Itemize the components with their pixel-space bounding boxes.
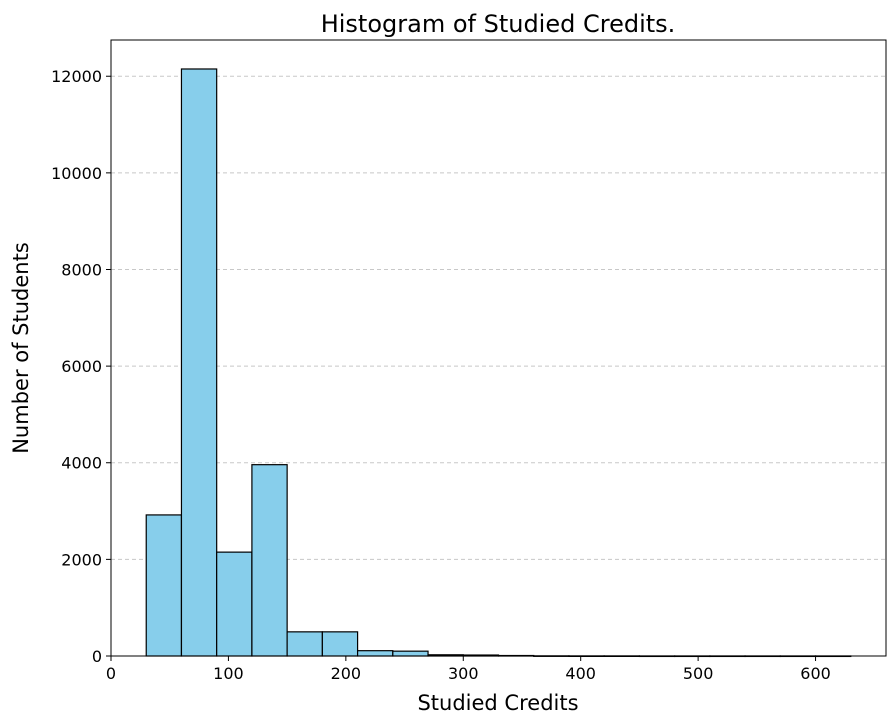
chart-title: Histogram of Studied Credits. — [321, 10, 676, 38]
x-tick-label: 100 — [213, 664, 244, 683]
y-tick-label: 6000 — [61, 357, 102, 376]
x-tick-label: 400 — [565, 664, 596, 683]
histogram-bar — [321, 631, 359, 657]
y-tick-label: 10000 — [51, 164, 102, 183]
x-tick-label: 200 — [331, 664, 362, 683]
histogram-bar — [180, 68, 218, 657]
y-tick-label: 12000 — [51, 67, 102, 86]
plot-frame — [110, 39, 887, 657]
y-axis-ticks: 0 2000 4000 6000 8000 10000 12000 — [51, 67, 111, 666]
x-axis-label: Studied Credits — [417, 691, 578, 715]
y-tick-label: 2000 — [61, 550, 102, 569]
histogram-bar — [356, 650, 394, 657]
histogram-bar — [216, 551, 253, 657]
x-tick-label: 0 — [106, 664, 116, 683]
y-tick-label: 8000 — [61, 260, 102, 279]
y-tick-label: 4000 — [61, 454, 102, 473]
histogram-bar — [286, 631, 323, 657]
x-tick-label: 500 — [683, 664, 714, 683]
histogram-bar — [392, 650, 429, 657]
histogram-bar — [145, 514, 183, 657]
histogram-bar — [251, 464, 288, 657]
x-tick-label: 300 — [448, 664, 479, 683]
gridlines — [111, 75, 886, 560]
x-axis-ticks: 0 100 200 300 400 500 600 — [106, 656, 831, 683]
bars — [145, 68, 852, 658]
x-tick-label: 600 — [800, 664, 831, 683]
y-tick-label: 0 — [92, 647, 102, 666]
y-axis-label: Number of Students — [9, 242, 33, 454]
